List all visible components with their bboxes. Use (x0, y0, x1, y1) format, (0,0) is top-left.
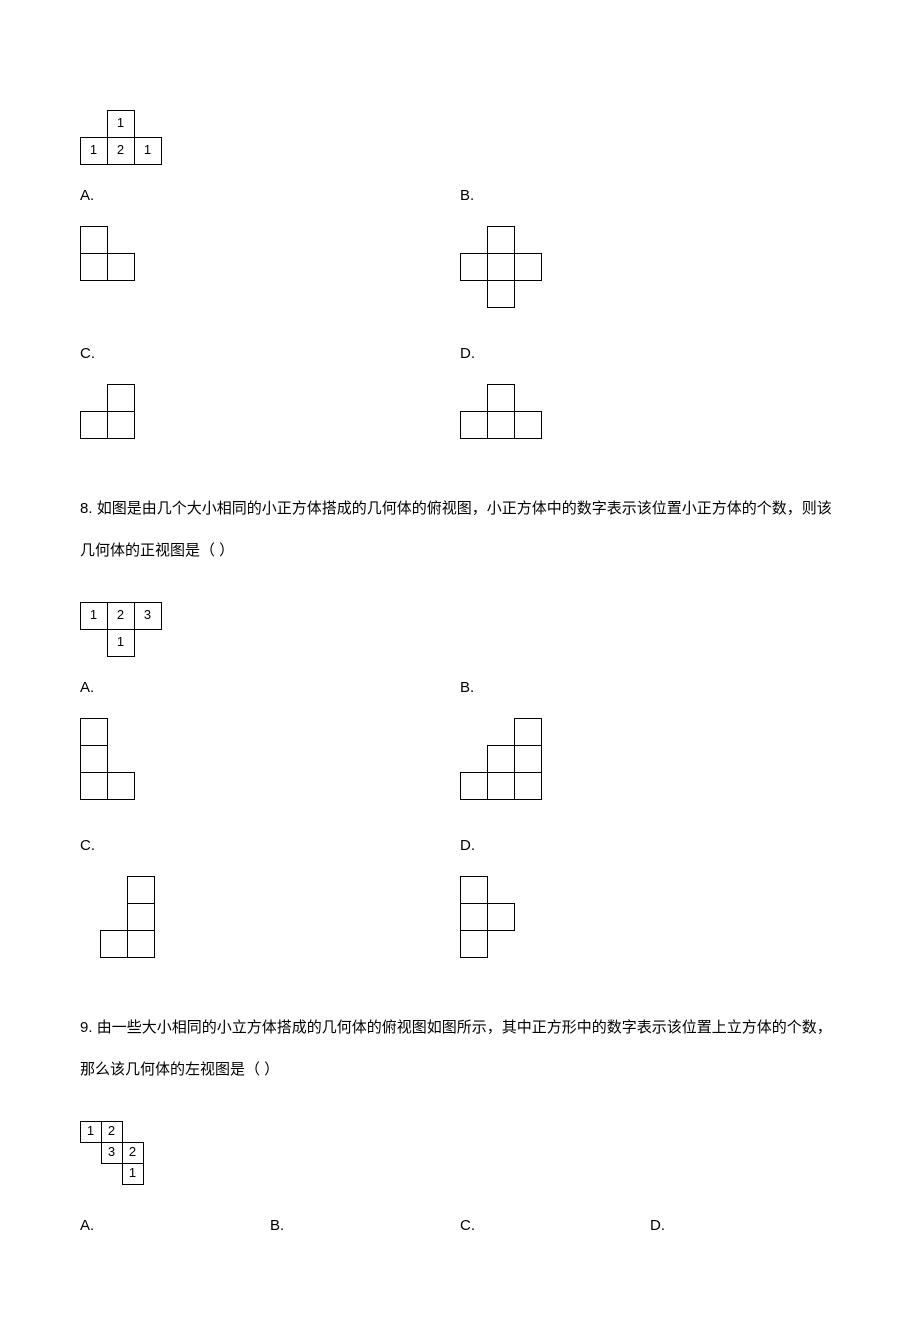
q8-option-c-figure (100, 876, 154, 957)
q8-options-row1: A. B. (80, 676, 840, 819)
option-label-c: C. (460, 1214, 650, 1238)
grid-cell: 1 (80, 602, 108, 630)
q8-option-d-figure (460, 876, 514, 957)
q7-option-c-figure (80, 384, 134, 438)
grid-cell: 1 (107, 629, 135, 657)
q7-option-b-figure (460, 226, 541, 307)
option-label-a: A. (80, 1214, 270, 1238)
q8-option-a-figure (80, 718, 134, 799)
q8-text: 8. 如图是由几个大小相同的小正方体搭成的几何体的俯视图，小正方体中的数字表示该… (80, 488, 840, 572)
option-label-b: B. (460, 184, 840, 208)
q8-number: 8. (80, 500, 93, 517)
grid-cell: 3 (101, 1142, 123, 1164)
option-label-c: C. (80, 834, 460, 858)
grid-cell: 1 (134, 137, 162, 165)
option-label-b: B. (460, 676, 840, 700)
grid-cell: 2 (107, 602, 135, 630)
q9-body: 由一些大小相同的小立方体搭成的几何体的俯视图如图所示，其中正方形中的数字表示该位… (80, 1019, 832, 1078)
q8-option-b-figure (460, 718, 541, 799)
q7-options-row1: A. B. (80, 184, 840, 327)
grid-cell: 3 (134, 602, 162, 630)
q8-figure: 1 2 3 1 (80, 602, 161, 656)
grid-cell: 2 (122, 1142, 144, 1164)
q7-option-d-figure (460, 384, 541, 438)
q7-options-row2: C. D. (80, 342, 840, 458)
grid-cell: 2 (101, 1121, 123, 1143)
grid-cell: 1 (122, 1163, 144, 1185)
option-label-c: C. (80, 342, 460, 366)
option-label-a: A. (80, 184, 460, 208)
q9-text: 9. 由一些大小相同的小立方体搭成的几何体的俯视图如图所示，其中正方形中的数字表… (80, 1007, 840, 1091)
grid-cell: 1 (107, 110, 135, 138)
grid-cell: 1 (80, 137, 108, 165)
q7-continuation: 1 1 2 1 A. B. C. (80, 100, 840, 458)
q8-body: 如图是由几个大小相同的小正方体搭成的几何体的俯视图，小正方体中的数字表示该位置小… (80, 500, 832, 559)
q9-figure: 1 2 3 2 1 (80, 1121, 143, 1184)
option-label-d: D. (460, 342, 840, 366)
q8-options-row2: C. D. (80, 834, 840, 977)
q9-options: A. B. C. D. (80, 1214, 840, 1246)
grid-cell: 1 (80, 1121, 102, 1143)
option-label-d: D. (650, 1214, 840, 1238)
option-label-d: D. (460, 834, 840, 858)
q9-number: 9. (80, 1019, 93, 1036)
q7-option-a-figure (80, 226, 134, 280)
option-label-b: B. (270, 1214, 460, 1238)
grid-cell: 2 (107, 137, 135, 165)
option-label-a: A. (80, 676, 460, 700)
q8-block: 8. 如图是由几个大小相同的小正方体搭成的几何体的俯视图，小正方体中的数字表示该… (80, 488, 840, 977)
q7-figure: 1 1 2 1 (80, 110, 161, 164)
q9-block: 9. 由一些大小相同的小立方体搭成的几何体的俯视图如图所示，其中正方形中的数字表… (80, 1007, 840, 1246)
